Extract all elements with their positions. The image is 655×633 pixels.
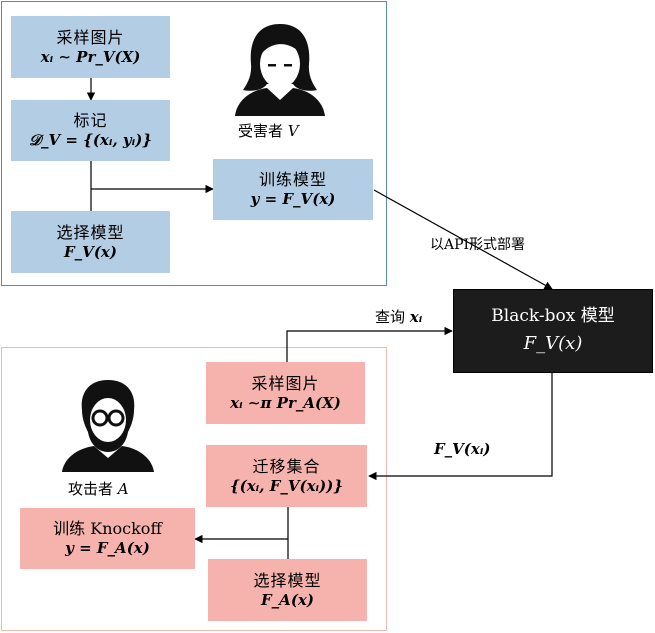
victim-select-title: 选择模型: [56, 222, 125, 242]
victim-train-formula: y = F_V(x): [250, 190, 336, 209]
arrow-output: [368, 372, 553, 481]
attacker-panel: [1, 347, 387, 631]
victim-select-box: 选择模型 F_V(x): [11, 211, 170, 273]
victim-panel: [1, 1, 387, 286]
victim-actor-prefix: 受害者: [238, 122, 284, 140]
victim-actor-symbol: V: [287, 122, 299, 140]
victim-sample-box: 采样图片 xᵢ ∼ Pr_V(X): [11, 16, 170, 78]
victim-actor-label: 受害者 V: [238, 120, 299, 141]
deploy-label: 以API形式部署: [430, 237, 526, 253]
attacker-person-icon: [62, 380, 154, 472]
query-prefix: 查询: [375, 308, 406, 326]
attacker-sample-formula: xᵢ ∼π Pr_A(X): [230, 393, 341, 412]
victim-label-box: 标记 𝒟_V = {(xᵢ, yᵢ)}: [11, 100, 170, 161]
victim-select-formula: F_V(x): [64, 242, 117, 261]
attacker-sample-box: 采样图片 xᵢ ∼π Pr_A(X): [206, 362, 365, 424]
victim-sample-title: 采样图片: [56, 27, 125, 47]
arrow-query: [286, 326, 453, 362]
attacker-transfer-title: 迁移集合: [252, 456, 321, 476]
victim-person-icon: [235, 24, 325, 116]
attacker-transfer-formula: {(xᵢ, F_V(xᵢ))}: [230, 476, 343, 495]
output-label: F_V(xᵢ): [434, 440, 491, 458]
attacker-select-title: 选择模型: [253, 570, 322, 590]
attacker-actor-symbol: A: [117, 480, 129, 498]
victim-train-box: 训练模型 y = F_V(x): [213, 159, 373, 220]
attacker-knockoff-box: 训练 Knockoff y = F_A(x): [20, 508, 195, 569]
attacker-actor-prefix: 攻击者: [68, 480, 114, 498]
blackbox-title: Black-box 模型: [491, 306, 615, 327]
query-symbol: xᵢ: [409, 308, 423, 326]
victim-label-title: 标记: [73, 111, 108, 131]
attacker-knockoff-formula: y = F_A(x): [65, 539, 150, 558]
attacker-transfer-box: 迁移集合 {(xᵢ, F_V(xᵢ))}: [206, 445, 367, 507]
attacker-select-formula: F_A(x): [261, 590, 314, 609]
attacker-select-box: 选择模型 F_A(x): [208, 559, 367, 621]
victim-label-formula: 𝒟_V = {(xᵢ, yᵢ)}: [29, 131, 152, 150]
blackbox-model-box: Black-box 模型 F_V(x): [453, 289, 653, 373]
query-label: 查询 xᵢ: [375, 306, 422, 327]
attacker-knockoff-title: 训练 Knockoff: [53, 519, 162, 539]
attacker-sample-title: 采样图片: [251, 373, 320, 393]
victim-sample-formula: xᵢ ∼ Pr_V(X): [40, 47, 141, 66]
blackbox-formula: F_V(x): [523, 333, 583, 355]
arrow-deploy: [373, 189, 553, 290]
victim-train-title: 训练模型: [258, 170, 327, 190]
attacker-actor-label: 攻击者 A: [68, 478, 129, 499]
